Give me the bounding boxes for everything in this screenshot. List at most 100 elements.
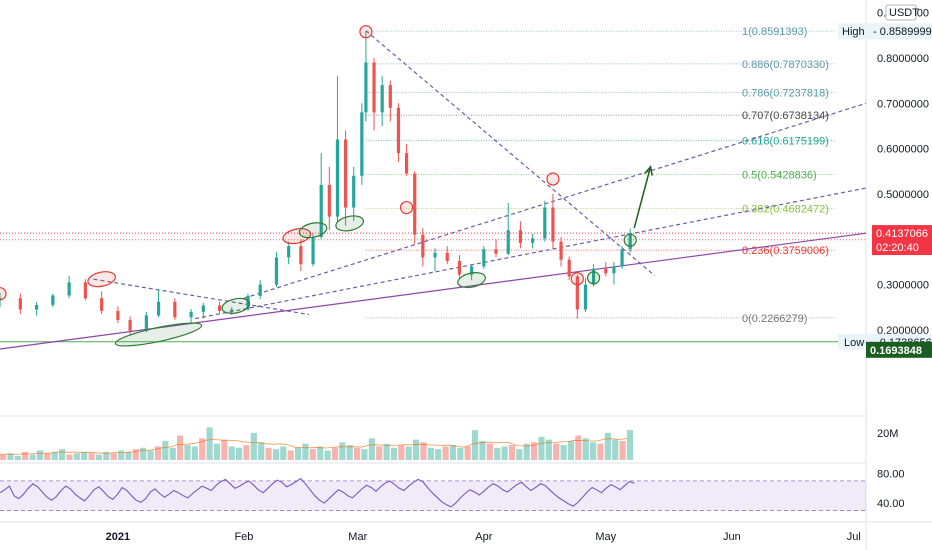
volume-pane: 20M <box>0 427 898 460</box>
volume-bar <box>169 447 176 460</box>
volume-bar <box>567 441 575 460</box>
highlight-circle <box>0 287 7 301</box>
volume-bar <box>191 446 198 460</box>
currency-badge <box>885 4 917 21</box>
candle-body <box>100 298 104 311</box>
price-tick-label: 0.6000000 <box>877 144 929 156</box>
time-axis[interactable]: 2021 Feb Mar Apr May Jun Jul <box>106 531 861 543</box>
volume-bar <box>612 439 619 460</box>
volume-bar <box>523 443 530 460</box>
volume-bar <box>66 454 73 460</box>
trendline <box>195 187 867 320</box>
rsi-line <box>0 477 635 508</box>
candle-body <box>51 295 55 306</box>
highlight-circle <box>359 25 373 39</box>
volume-bar <box>449 445 457 460</box>
candle-body <box>258 284 262 296</box>
volume-bar <box>287 450 294 460</box>
candle-body <box>604 268 608 274</box>
candle-body <box>413 173 417 235</box>
volume-bar <box>597 443 604 460</box>
candle-body <box>380 85 384 113</box>
candle-body <box>620 249 624 267</box>
candle-body <box>628 232 632 250</box>
candle-body <box>311 237 315 265</box>
rsi-pane: 80.00 40.00 <box>0 468 905 511</box>
highlight-ellipse <box>335 215 365 232</box>
candle-body <box>506 230 510 254</box>
candle-body <box>327 184 331 217</box>
volume-bar <box>442 446 449 460</box>
volume-bar <box>531 442 538 460</box>
candle-body <box>319 184 323 238</box>
volume-bar <box>427 447 434 460</box>
price-tick-label: 0.5000000 <box>877 189 929 201</box>
volume-bar <box>199 438 206 460</box>
volume-bar <box>486 443 493 460</box>
time-tick-label: 2021 <box>106 531 130 543</box>
volume-bar <box>162 441 169 460</box>
volume-bar <box>464 446 471 460</box>
volume-bar <box>590 442 597 460</box>
volume-bar <box>221 439 228 460</box>
candle-body <box>201 305 205 312</box>
candle-body <box>470 266 474 275</box>
volume-bar <box>317 446 324 460</box>
candle-layer <box>0 31 632 335</box>
volume-bar <box>472 430 479 460</box>
highlight-circle <box>570 272 584 286</box>
volume-bar <box>243 445 250 460</box>
candle-body <box>274 257 279 285</box>
fib-level-label: 0.786(0.7237818) <box>742 88 829 100</box>
volume-bar <box>258 442 265 460</box>
volume-bar <box>435 449 442 460</box>
volume-bar <box>110 453 117 460</box>
fib-level-label: 1(0.8591393) <box>742 26 807 38</box>
fib-level-label: 0.236(0.3759006) <box>742 245 829 257</box>
highlight-circle <box>546 172 560 186</box>
price-tick-label: 0.8000000 <box>877 53 929 65</box>
candle-body <box>388 85 392 108</box>
volume-bar <box>184 445 191 460</box>
trendline <box>365 30 655 277</box>
volume-bar <box>545 439 552 460</box>
volume-bar <box>575 435 582 460</box>
volume-bar <box>420 442 427 460</box>
volume-bar <box>295 447 302 460</box>
volume-bar <box>413 439 420 460</box>
volume-bar <box>383 443 390 460</box>
level-tag-bg <box>866 341 932 358</box>
volume-bar <box>88 453 95 460</box>
low-tag-label: Low <box>844 337 864 349</box>
candle-body <box>189 311 193 318</box>
volume-bar <box>272 449 280 460</box>
fib-level-label: 0.707(0.6738134) <box>742 110 829 122</box>
high-tag-bg <box>838 23 932 40</box>
volume-bar <box>73 453 80 460</box>
highlight-ellipse <box>114 322 203 347</box>
time-tick-label: Jun <box>723 531 741 543</box>
candle-body <box>299 246 303 265</box>
candle-body <box>404 153 409 174</box>
candle-body <box>352 175 356 208</box>
candle-body <box>18 298 22 310</box>
volume-bar <box>250 432 257 460</box>
volume-bar <box>553 443 560 460</box>
price-tick-label: 0.3000000 <box>877 280 929 292</box>
fib-level-label: 0.618(0.6175199) <box>742 136 829 148</box>
volume-bar <box>213 443 221 460</box>
highlight-circle <box>399 200 414 215</box>
volume-bar <box>36 450 44 460</box>
volume-bar <box>501 446 508 460</box>
high-tag-label: High <box>842 26 865 38</box>
candle-body <box>543 207 547 239</box>
projection-arrow-shaft <box>633 166 652 229</box>
volume-bar <box>265 447 272 460</box>
volume-bar <box>619 441 626 460</box>
candle-body <box>83 282 87 299</box>
price-axis[interactable]: 1.0.90000000.80000000.70000000.60000000.… <box>877 0 929 337</box>
volume-bar <box>390 447 398 460</box>
highlight-ellipse <box>457 272 486 289</box>
